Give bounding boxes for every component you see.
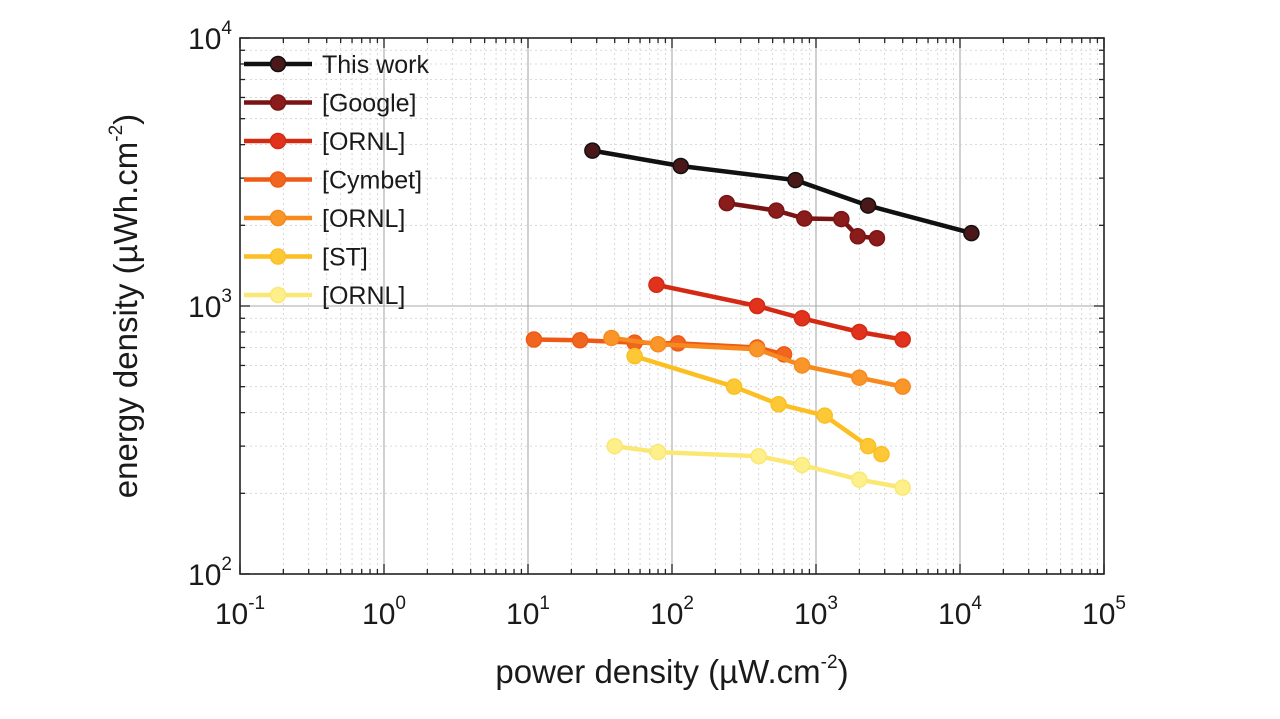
legend-marker bbox=[269, 132, 287, 150]
legend-label: [ORNL] bbox=[322, 128, 405, 156]
data-point bbox=[859, 437, 877, 455]
legend-label: [Google] bbox=[322, 90, 417, 118]
series-5 bbox=[603, 329, 911, 395]
x-tick-label: 100 bbox=[362, 593, 406, 631]
x-tick-label: 104 bbox=[938, 593, 982, 631]
y-tick-label: 102 bbox=[188, 554, 232, 592]
legend-label: This work bbox=[322, 51, 429, 79]
legend-marker bbox=[269, 94, 287, 111]
legend-label: [Cymbet] bbox=[322, 167, 422, 195]
legend-label: [ORNL] bbox=[322, 282, 405, 310]
data-point bbox=[833, 210, 850, 228]
data-point bbox=[894, 331, 911, 348]
data-point bbox=[648, 276, 665, 294]
data-point bbox=[787, 171, 804, 189]
data-point bbox=[571, 332, 589, 349]
data-point bbox=[851, 323, 868, 341]
legend-entry: [ST] bbox=[244, 244, 368, 272]
data-point bbox=[770, 395, 787, 413]
series-7 bbox=[606, 437, 911, 496]
legend-marker bbox=[269, 209, 287, 227]
data-point bbox=[768, 202, 785, 219]
legend-entry: [ORNL] bbox=[244, 128, 405, 156]
y-tick-label: 104 bbox=[188, 18, 232, 56]
legend-marker bbox=[269, 171, 287, 188]
legend-entry: This work bbox=[244, 51, 429, 79]
data-point bbox=[849, 228, 867, 245]
data-point bbox=[584, 142, 601, 159]
legend-entry: [Google] bbox=[244, 90, 417, 118]
data-point bbox=[718, 194, 736, 212]
data-point bbox=[626, 347, 643, 365]
data-point bbox=[851, 471, 868, 488]
series-line bbox=[590, 148, 974, 236]
data-point bbox=[649, 443, 667, 461]
y-tick-labels: 102 103 104 bbox=[188, 18, 232, 592]
y-axis-title: energy density (µWh.cm-2) bbox=[106, 114, 144, 498]
data-point bbox=[868, 229, 886, 247]
series-6 bbox=[626, 347, 890, 463]
legend: This work [Google] [ORNL] [Cymbet] [ORNL] [ST… bbox=[244, 51, 429, 310]
data-point bbox=[859, 197, 877, 214]
data-point bbox=[894, 378, 911, 395]
x-tick-label: 102 bbox=[650, 593, 694, 631]
legend-marker bbox=[269, 286, 287, 304]
data-point bbox=[725, 378, 743, 395]
data-point bbox=[748, 340, 766, 358]
data-point bbox=[873, 445, 890, 463]
data-point bbox=[603, 329, 620, 347]
data-point bbox=[793, 357, 811, 374]
legend-marker bbox=[269, 248, 287, 265]
data-point bbox=[796, 210, 813, 227]
x-tick-label: 10-1 bbox=[215, 593, 265, 631]
tick-marks bbox=[239, 37, 1105, 575]
series-group bbox=[525, 142, 980, 496]
y-tick-label: 103 bbox=[188, 286, 232, 324]
x-tick-labels: 10-1 100 101 102 103 104 105 bbox=[215, 593, 1126, 631]
series-1 bbox=[584, 142, 980, 242]
series-3 bbox=[648, 276, 911, 348]
data-point bbox=[851, 369, 868, 386]
legend-entry: [Cymbet] bbox=[244, 167, 422, 195]
x-tick-label: 103 bbox=[794, 593, 838, 631]
data-point bbox=[793, 310, 811, 327]
legend-entry: [ORNL] bbox=[244, 205, 405, 233]
x-tick-label: 101 bbox=[506, 593, 550, 631]
legend-label: [ST] bbox=[322, 244, 368, 272]
legend-entry: [ORNL] bbox=[244, 282, 405, 310]
data-point bbox=[750, 448, 767, 465]
x-tick-label: 105 bbox=[1082, 593, 1126, 631]
series-2 bbox=[718, 194, 886, 247]
data-point bbox=[793, 456, 811, 474]
x-axis-title: power density (µW.cm-2) bbox=[495, 652, 848, 690]
data-point bbox=[816, 407, 833, 424]
legend-label: [ORNL] bbox=[322, 205, 405, 233]
data-point bbox=[894, 479, 911, 496]
legend-marker bbox=[269, 55, 287, 73]
data-point bbox=[672, 157, 689, 175]
data-point bbox=[649, 335, 667, 353]
data-point bbox=[525, 331, 543, 348]
data-point bbox=[748, 297, 766, 315]
data-point bbox=[963, 224, 980, 242]
data-point bbox=[606, 437, 623, 455]
